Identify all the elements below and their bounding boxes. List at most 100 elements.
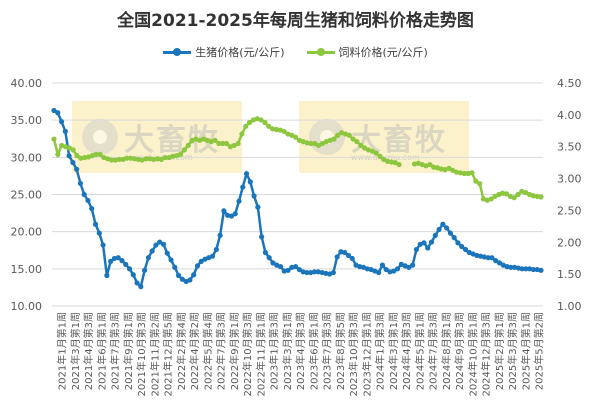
data-point-pig <box>198 258 204 264</box>
y-left-tick-label: 20.00 <box>11 226 43 239</box>
data-point-feed <box>158 156 164 163</box>
data-point-pig <box>96 230 102 236</box>
data-point-pig <box>149 248 155 254</box>
data-point-feed <box>108 157 115 163</box>
data-point-pig <box>175 272 182 279</box>
y-right-tick-label: 4.50 <box>557 77 582 90</box>
data-point-feed <box>246 119 253 126</box>
chart-title: 全国2021-2025年每周生猪和饲料价格走势图 <box>117 11 474 31</box>
data-point-pig <box>168 257 174 263</box>
data-point-feed <box>388 159 395 165</box>
data-point-pig <box>119 258 125 264</box>
data-point-pig <box>538 267 544 273</box>
data-point-feed <box>128 155 134 161</box>
x-tick-label: 2021年7月第3周 <box>109 312 122 390</box>
y-right-tick-label: 1.50 <box>557 268 582 281</box>
data-point-pig <box>123 261 129 267</box>
x-tick-label: 2023年4月第3周 <box>294 312 307 390</box>
data-point-pig <box>410 262 416 268</box>
data-point-feed <box>131 156 138 162</box>
data-point-feed <box>220 140 226 147</box>
y-right-tick-label: 4.00 <box>557 109 582 122</box>
data-point-feed <box>473 178 479 184</box>
data-point-pig <box>77 180 84 186</box>
x-tick-label: 2021年6月第1周 <box>95 312 108 390</box>
data-point-feed <box>465 170 471 177</box>
data-point-pig <box>440 221 446 227</box>
data-point-pig <box>444 225 450 231</box>
data-point-feed <box>82 154 88 161</box>
data-point-pig <box>221 208 227 214</box>
data-point-pig <box>228 213 235 219</box>
data-point-feed <box>281 128 287 135</box>
data-point-pig <box>62 128 68 134</box>
data-point-feed <box>488 196 494 202</box>
data-point-feed <box>523 189 529 196</box>
x-tick-label: 2023年3月第1周 <box>281 312 294 390</box>
y-left-tick-label: 40.00 <box>11 77 43 90</box>
data-point-pig <box>349 255 355 262</box>
data-point-feed <box>312 140 318 147</box>
data-point-pig <box>391 268 397 274</box>
data-point-pig <box>489 255 495 261</box>
data-point-pig <box>70 159 76 166</box>
data-point-pig <box>304 269 310 276</box>
data-point-feed <box>74 153 80 159</box>
x-tick-label: 2023年1月第3周 <box>268 312 281 390</box>
data-point-pig <box>115 255 121 261</box>
data-point-feed <box>492 193 498 200</box>
data-point-feed <box>477 181 483 187</box>
data-point-feed <box>177 151 184 157</box>
legend-feed-label: 饲料价格(元/公斤) <box>338 46 428 59</box>
data-point-pig <box>104 272 110 279</box>
x-tick-label: 2024年8月第1周 <box>440 312 453 390</box>
data-point-pig <box>428 239 435 245</box>
data-point-feed <box>223 140 230 147</box>
x-tick-label: 2021年9月第1周 <box>122 312 135 390</box>
x-tick-label: 2021年11月第2周 <box>148 312 161 397</box>
y-right-tick-label: 3.50 <box>557 141 582 154</box>
data-point-feed <box>315 142 322 149</box>
data-point-feed <box>538 194 544 200</box>
data-point-feed <box>385 158 391 164</box>
y-left-tick-label: 25.00 <box>11 189 43 202</box>
legend-item-feed: 饲料价格(元/公斤) <box>306 44 428 60</box>
data-point-pig <box>255 204 261 210</box>
data-point-pig <box>157 239 163 245</box>
legend-feed-marker-icon <box>306 47 335 57</box>
data-point-feed <box>93 151 99 157</box>
x-tick-label: 2022年5月第4周 <box>201 312 214 390</box>
data-point-feed <box>396 161 402 168</box>
x-tick-label: 2023年12月第1周 <box>360 312 373 397</box>
data-point-feed <box>266 123 272 129</box>
y-left-tick-label: 15.00 <box>11 263 43 276</box>
data-point-feed <box>362 145 368 151</box>
data-point-feed <box>457 170 464 176</box>
data-point-feed <box>308 140 314 147</box>
x-tick-label: 2025年5月第2周 <box>533 312 546 390</box>
data-point-pig <box>126 266 133 272</box>
data-point-feed <box>97 151 103 157</box>
x-tick-label: 2023年10月第3周 <box>347 312 360 397</box>
x-tick-label: 2024年1月第3周 <box>374 312 387 390</box>
data-point-pig <box>462 246 469 253</box>
data-point-pig <box>270 260 276 266</box>
data-point-pig <box>519 266 525 272</box>
data-point-pig <box>85 197 91 204</box>
data-point-pig <box>530 266 537 273</box>
data-point-pig <box>259 234 265 240</box>
data-point-feed <box>51 136 57 142</box>
data-point-feed <box>392 160 398 166</box>
data-point-feed <box>373 150 379 156</box>
data-point-pig <box>74 166 80 172</box>
y-right-tick-label: 2.00 <box>557 236 582 249</box>
data-point-feed <box>231 142 237 149</box>
data-point-feed <box>70 147 76 153</box>
data-point-pig <box>523 266 529 272</box>
x-tick-label: 2024年7月第3周 <box>427 312 440 390</box>
data-point-pig <box>243 171 250 177</box>
data-point-feed <box>262 119 268 126</box>
data-point-pig <box>172 264 178 270</box>
data-point-pig <box>432 232 438 238</box>
